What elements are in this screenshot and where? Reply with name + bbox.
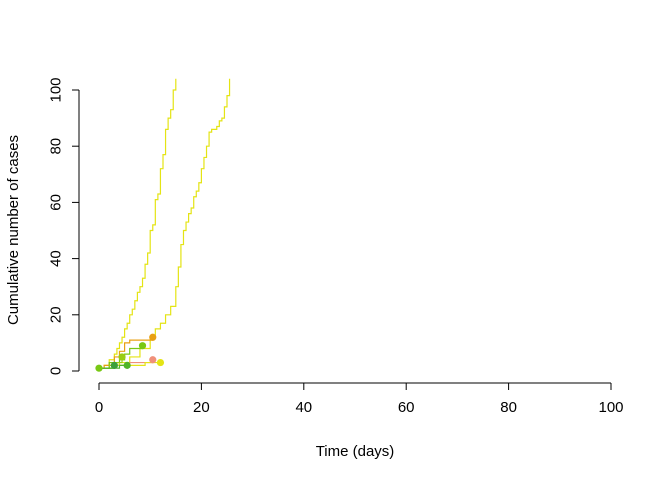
y-tick-label: 40 <box>48 250 65 267</box>
series-end-point-6 <box>156 358 165 367</box>
x-tick-label: 80 <box>500 399 517 416</box>
y-tick-label: 100 <box>48 77 65 102</box>
x-tick-label: 40 <box>295 399 312 416</box>
series-line-8 <box>99 364 128 369</box>
y-tick-label: 0 <box>48 367 65 375</box>
marker-layer <box>95 333 165 372</box>
series-end-point-5 <box>118 353 126 361</box>
x-axis-ticks: 0 20 40 60 80 100 <box>95 383 624 416</box>
x-tick-label: 20 <box>193 399 210 416</box>
series-end-point-4 <box>138 342 147 350</box>
y-tick-label: 20 <box>48 306 65 323</box>
y-tick-label: 80 <box>48 138 65 155</box>
x-axis-title: Time (days) <box>316 443 395 460</box>
series-end-point-3 <box>149 356 157 364</box>
axes: 0 20 40 60 80 100 0 20 40 60 80 100 <box>48 77 624 416</box>
y-axis-title: Cumulative number of cases <box>5 135 22 325</box>
x-tick-label: 60 <box>398 399 415 416</box>
series-end-point-9 <box>95 364 103 372</box>
series-line-0 <box>99 78 177 369</box>
series-end-point-2 <box>149 333 157 341</box>
x-tick-label: 100 <box>598 399 623 416</box>
y-tick-label: 60 <box>48 194 65 211</box>
series-line-1 <box>99 78 231 369</box>
y-axis-ticks: 0 20 40 60 80 100 <box>48 77 79 375</box>
series-end-point-8 <box>123 361 131 369</box>
series-end-point-7 <box>110 361 118 369</box>
series-line-2 <box>99 337 154 369</box>
x-tick-label: 0 <box>95 399 103 416</box>
series-layer <box>99 78 231 369</box>
